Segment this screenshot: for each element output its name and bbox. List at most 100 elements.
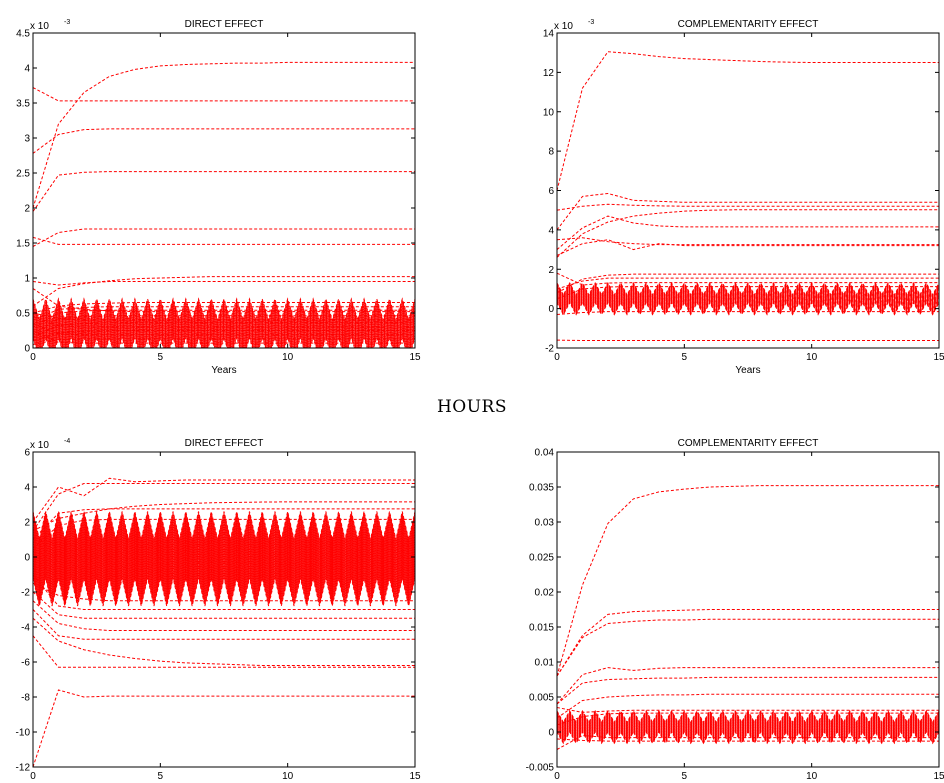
chart-2-series-7 xyxy=(33,483,415,532)
chart-3-xtick-label-1: 5 xyxy=(682,771,688,782)
chart-0-xtick-label-2: 10 xyxy=(282,352,294,363)
chart-3-series-2 xyxy=(557,618,939,677)
chart-2-ytick-label-4: -4 xyxy=(21,623,30,634)
chart-0-xlabel: Years xyxy=(211,365,236,376)
chart-0-scale-exponent: -3 xyxy=(64,19,70,26)
chart-2-series-8 xyxy=(33,501,415,532)
chart-3-series-6 xyxy=(557,707,939,713)
chart-3-series-1 xyxy=(557,609,939,677)
chart-0-ytick-label-1: 0.5 xyxy=(16,309,30,320)
section-title: HOURS xyxy=(437,397,507,417)
chart-2-xtick-label-3: 15 xyxy=(409,771,421,782)
chart-0-series-17 xyxy=(33,323,415,336)
chart-3-ytick-label-8: 0.035 xyxy=(529,483,554,494)
chart-0-series-15 xyxy=(33,316,415,328)
chart-0-series-16 xyxy=(33,330,415,342)
chart-2-ytick-label-3: -6 xyxy=(21,658,30,669)
chart-2-series-3 xyxy=(33,609,415,640)
chart-0-series-12 xyxy=(33,315,415,335)
chart-0-series-10 xyxy=(33,309,415,328)
chart-0-series-4 xyxy=(33,228,415,247)
chart-0-ytick-label-6: 3 xyxy=(24,134,30,145)
chart-1-ytick-label-8: 14 xyxy=(543,29,555,40)
chart-3-ytick-label-9: 0.04 xyxy=(535,448,555,459)
chart-0-scale-label: x 10 xyxy=(30,21,49,32)
chart-1-xtick-label-0: 0 xyxy=(554,352,560,363)
chart-0-series-18 xyxy=(33,338,415,345)
chart-1-title: COMPLEMENTARITY EFFECT xyxy=(678,19,819,30)
chart-2-series-4 xyxy=(33,600,415,631)
chart-1-ytick-label-7: 12 xyxy=(543,68,555,79)
chart-0-series-group xyxy=(33,61,415,348)
chart-0-series-8 xyxy=(33,302,415,314)
chart-3-series-4 xyxy=(557,676,939,705)
chart-3-ytick-label-5: 0.02 xyxy=(535,588,555,599)
chart-2-ytick-label-8: 4 xyxy=(24,483,30,494)
chart-3-xtick-label-2: 10 xyxy=(806,771,818,782)
chart-1-series-11 xyxy=(557,311,939,316)
chart-0-ytick-label-7: 3.5 xyxy=(16,99,30,110)
chart-1-ytick-label-4: 6 xyxy=(548,186,554,197)
chart-0-series-1 xyxy=(33,87,415,102)
chart-3-series-3 xyxy=(557,667,939,705)
chart-0-xtick-label-3: 15 xyxy=(409,352,421,363)
chart-1-series-4 xyxy=(557,215,939,250)
chart-2-xtick-label-0: 0 xyxy=(30,771,36,782)
chart-0-title: DIRECT EFFECT xyxy=(185,19,264,30)
chart-2-title: DIRECT EFFECT xyxy=(185,438,264,449)
chart-3-series-7 xyxy=(557,712,939,726)
chart-3-ytick-label-0: -0.005 xyxy=(526,763,555,774)
chart-1-series-group xyxy=(557,51,939,342)
chart-0-ytick-label-4: 2 xyxy=(24,204,30,215)
chart-3-band-line-29 xyxy=(557,709,939,724)
chart-3-ytick-label-6: 0.025 xyxy=(529,553,554,564)
chart-1-ytick-label-3: 4 xyxy=(548,225,554,236)
chart-0-series-5 xyxy=(33,236,415,245)
chart-1-scale-label: x 10 xyxy=(554,21,573,32)
chart-0-series-0 xyxy=(33,61,415,209)
chart-2-ytick-label-2: -8 xyxy=(21,693,30,704)
chart-0-ytick-label-3: 1.5 xyxy=(16,239,30,250)
panel-complementarity-effect-bottom: 0 5 10 15-0.00500.0050.010.0150.020.0250.03… xyxy=(526,438,944,782)
chart-1-scale-exponent: -3 xyxy=(588,19,594,26)
chart-3-series-group xyxy=(557,485,939,750)
chart-0-series-19 xyxy=(33,330,415,344)
chart-0-xtick-label-1: 5 xyxy=(158,352,164,363)
chart-3-ytick-label-7: 0.03 xyxy=(535,518,555,529)
chart-0-series-9 xyxy=(33,306,415,321)
chart-2-xtick-label-1: 5 xyxy=(158,771,164,782)
chart-1-xtick-label-3: 15 xyxy=(933,352,944,363)
chart-0-series-14 xyxy=(33,322,415,338)
chart-1-series-0 xyxy=(557,51,939,191)
chart-2-series-12 xyxy=(33,574,415,610)
chart-2-series-0 xyxy=(33,689,415,767)
chart-3-series-5 xyxy=(557,693,939,719)
chart-1-xtick-label-2: 10 xyxy=(806,352,818,363)
chart-0-ytick-label-5: 2.5 xyxy=(16,169,30,180)
chart-2-xtick-label-2: 10 xyxy=(282,771,294,782)
chart-3-series-0 xyxy=(557,485,939,677)
chart-1-xtick-label-1: 5 xyxy=(682,352,688,363)
chart-3-series-9 xyxy=(557,734,939,750)
chart-1-series-10 xyxy=(557,286,939,300)
chart-2-series-6 xyxy=(33,477,415,523)
chart-0-series-3 xyxy=(33,171,415,212)
chart-2-series-5 xyxy=(33,591,415,619)
chart-3-ytick-label-1: 0 xyxy=(548,728,554,739)
chart-2-series-11 xyxy=(33,582,415,602)
chart-3-ytick-label-4: 0.015 xyxy=(529,623,554,634)
chart-2-ytick-label-5: -2 xyxy=(21,588,30,599)
chart-0-ytick-label-2: 1 xyxy=(24,274,30,285)
chart-0-xtick-label-0: 0 xyxy=(30,352,36,363)
chart-1-xlabel: Years xyxy=(735,365,760,376)
chart-3-series-8 xyxy=(557,738,939,742)
chart-1-series-5 xyxy=(557,237,939,246)
chart-1-ytick-label-5: 8 xyxy=(548,147,554,158)
chart-3-ytick-label-2: 0.005 xyxy=(529,693,554,704)
chart-0-series-11 xyxy=(33,288,415,313)
chart-1-ytick-label-2: 2 xyxy=(548,265,554,276)
panel-hours-direct-effect-top: 0 5 10 15 0 0.5 1 1.5 2 2.5 3 3.5 4 4.5 DIRECT EFFECT Y… xyxy=(16,19,421,376)
